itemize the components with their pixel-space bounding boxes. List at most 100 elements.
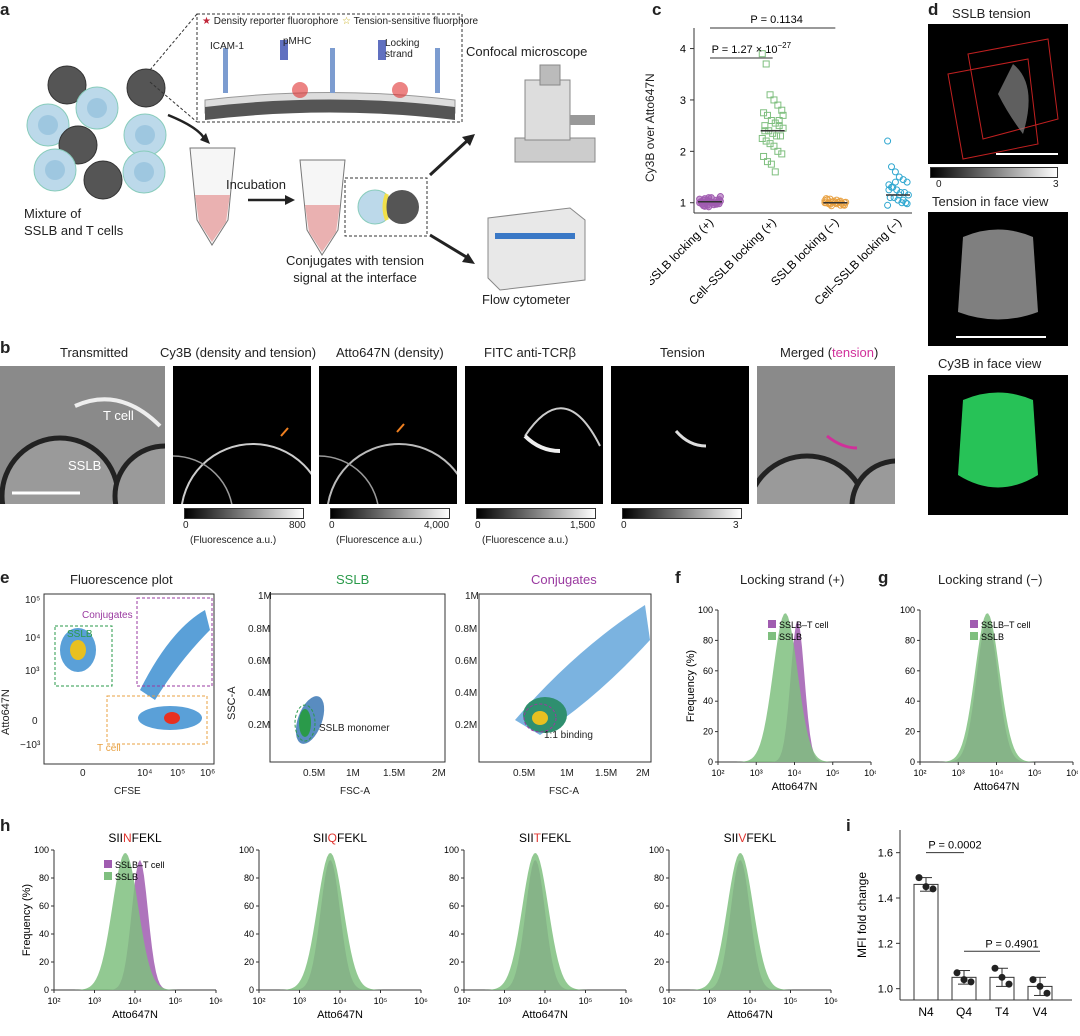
chart-c-ylabel: Cy3B over Atto647N (643, 73, 657, 182)
c-point (891, 178, 899, 186)
atto647n-image (319, 366, 457, 504)
e-xlabel-1: CFSE (114, 786, 141, 797)
e-title-3: Conjugates (531, 572, 597, 587)
tension-face-view-image (928, 212, 1068, 346)
c-point (766, 91, 774, 99)
e3-x-4: 2M (636, 768, 650, 779)
c-point (705, 194, 713, 202)
panel-d-colorbar (930, 167, 1058, 178)
hist-xlabel: Atto647N (317, 1009, 363, 1021)
c-point (763, 111, 771, 119)
e-xlabel-3: FSC-A (549, 786, 579, 797)
e-x-tick-1: 0 (80, 768, 86, 779)
hist-ytick-label: 40 (39, 929, 49, 939)
e2-x-4: 2M (432, 768, 446, 779)
e3-y-4: 0.4M (455, 688, 478, 699)
hist-ylabel: Frequency (%) (686, 650, 697, 722)
e-ylabel: Atto647N (0, 689, 12, 735)
flow-label: Flow cytometer (482, 292, 571, 307)
sslb-tension-3d-image (928, 24, 1068, 164)
i-point (1036, 982, 1044, 990)
c-point (761, 122, 769, 130)
hist-ytick-label: 80 (654, 873, 664, 883)
c-point (775, 117, 783, 124)
panel-a-schematic (26, 13, 596, 291)
b-cbar-4-min: 0 (621, 520, 627, 531)
e2-y-1: 1M (258, 591, 272, 602)
hist-ytick-label: 100 (444, 845, 459, 855)
confocal-microscope-icon (514, 64, 596, 163)
hist-xtick-label: 10² (252, 996, 265, 1006)
hist-xtick-label: 10⁵ (374, 996, 388, 1006)
hist-ylabel: Frequency (%) (21, 884, 33, 956)
hist-ytick-label: 60 (244, 901, 254, 911)
i-point (922, 883, 930, 891)
c-p1-label: P = 1.27 × 10−27 (712, 41, 792, 56)
hist-xtick-label: 10³ (293, 996, 306, 1006)
hist-xtick-label: 10⁴ (538, 996, 552, 1006)
hist-ytick-label: 20 (449, 957, 459, 967)
hist-series-sslb (718, 613, 871, 762)
transmitted-image (0, 366, 165, 504)
hist-series-sslb (669, 853, 831, 990)
hist-xtick-label: 10⁴ (333, 996, 347, 1006)
b-cbar-2-unit: (Fluorescence a.u.) (336, 535, 423, 546)
e-x-tick-3: 10⁵ (170, 768, 186, 779)
e2-y-5: 0.2M (248, 720, 271, 731)
hist-ytick-label: 100 (649, 845, 664, 855)
hist-series-sslb (259, 853, 421, 990)
hist-series-sslb (464, 853, 626, 990)
hist-xtick-label: 10⁵ (169, 996, 183, 1006)
hist-series-sslb (54, 853, 216, 990)
hist-ytick-label: 80 (449, 873, 459, 883)
hist-ytick-label: 40 (244, 929, 254, 939)
legend-text-sslb: SSLB (779, 632, 802, 642)
e-y-tick-1: 10⁵ (25, 595, 41, 606)
i-point (953, 969, 961, 977)
i-ytick-label: 1.2 (878, 938, 893, 950)
hist-xlabel: Atto647N (772, 781, 818, 793)
e-x-tick-2: 10⁴ (137, 768, 153, 779)
c-point (778, 150, 786, 158)
i-point (1043, 989, 1051, 997)
b-sslb-label: SSLB (68, 458, 102, 473)
c-ytick-label: 2 (680, 146, 686, 158)
hist-xtick-label: 10² (711, 768, 724, 778)
e-sslb-scatter (269, 593, 446, 763)
hist-xtick-label: 10⁵ (1028, 768, 1042, 778)
legend-text-sslb-tcell: SSLB–T cell (115, 860, 164, 870)
hist-ytick-label: 80 (703, 635, 713, 645)
hist-xtick-label: 10⁶ (209, 996, 223, 1006)
legend-swatch-purple (970, 620, 978, 628)
legend-swatch-purple (768, 620, 776, 628)
i-ytick-label: 1.6 (878, 848, 893, 860)
hist-ytick-label: 0 (910, 757, 915, 767)
legend-swatch-purple (104, 860, 112, 868)
e-y-tick-4: 0 (32, 716, 38, 727)
e-xlabel-2: FSC-A (340, 786, 370, 797)
e-title-1: Fluorescence plot (70, 572, 173, 587)
hist-ytick-label: 60 (654, 901, 664, 911)
e2-y-4: 0.4M (248, 688, 271, 699)
i-point (1029, 976, 1037, 984)
fitc-image (465, 366, 603, 504)
i-point (967, 978, 975, 986)
i-category-label: N4 (918, 1005, 934, 1019)
flow-cytometer-icon (487, 207, 586, 291)
hist-ytick-label: 100 (900, 605, 915, 615)
legend-density-text: ★ Density reporter fluorophore (202, 16, 339, 27)
hist-ytick-label: 40 (905, 696, 915, 706)
panel-h-label: h (0, 816, 11, 835)
e-x-tick-4: 10⁶ (200, 768, 216, 779)
c-point (888, 163, 895, 171)
c-point (884, 201, 892, 209)
b-title-atto: Atto647N (density) (336, 345, 444, 360)
cell-mixture (26, 65, 167, 200)
c-point (758, 50, 766, 58)
hist-title: SIIVFEKL (724, 831, 777, 845)
hist-xtick-label: 10⁶ (414, 996, 428, 1006)
